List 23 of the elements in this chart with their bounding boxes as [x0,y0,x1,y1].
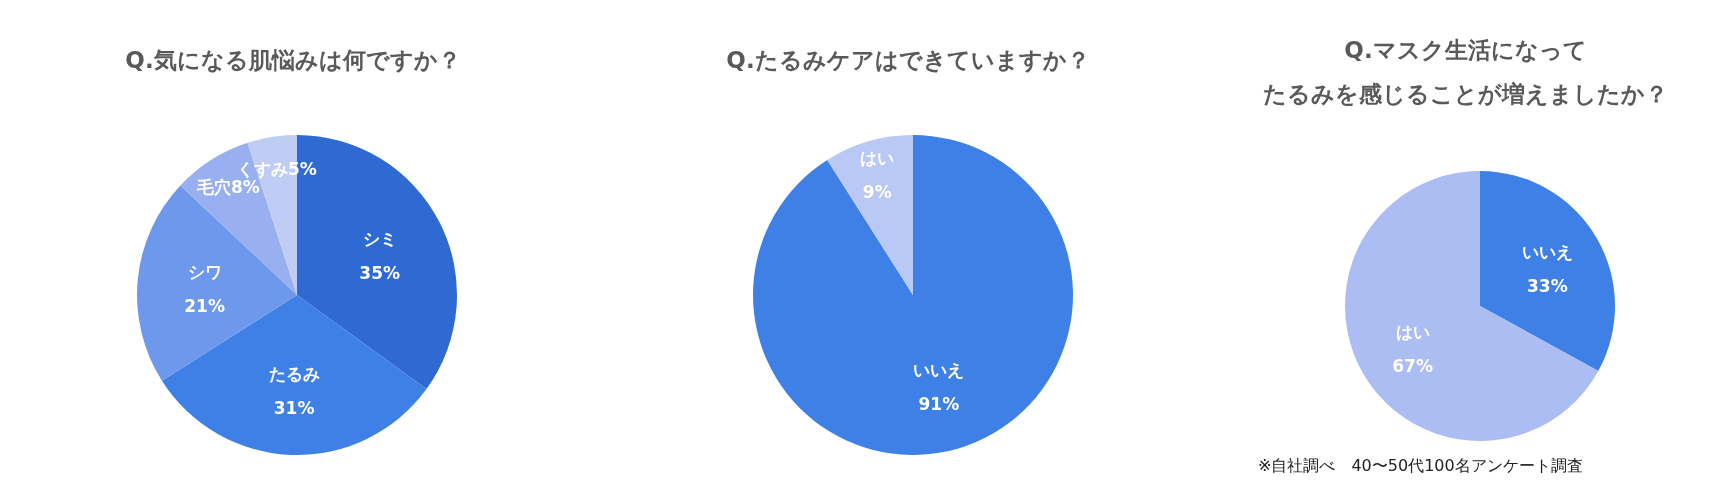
data-label: 67% [1392,355,1433,376]
slice-label: はい [860,148,895,169]
chart-title: Q.マスク生活になってたるみを感じることが増えましたか？ [1262,36,1669,109]
pie-slice [1480,171,1615,372]
slice-label: たるみ [268,363,320,384]
slice-label: シワ [187,262,222,283]
chart-title: Q.気になる肌悩みは何ですか？ [124,46,462,75]
pie-slice [827,135,913,295]
data-label: 9% [862,182,892,203]
data-label: 35% [359,262,401,283]
slice-label: いいえ [913,360,965,381]
chart-title: Q.たるみケアはできていますか？ [725,46,1091,75]
pie-slice [161,295,427,455]
slice-label: はい [1395,321,1430,342]
data-label: 91% [918,394,960,415]
slice-label: いいえ [1521,242,1573,263]
text: ※自社調べ 40〜50代100名アンケート調査 [1258,456,1583,477]
data-label: 33% [1527,276,1568,297]
data-label: 21% [184,296,225,317]
pie-slice [1345,171,1599,441]
slice-label: シミ [362,228,397,249]
data-label: 31% [273,397,315,418]
pie-slice [753,135,1073,455]
